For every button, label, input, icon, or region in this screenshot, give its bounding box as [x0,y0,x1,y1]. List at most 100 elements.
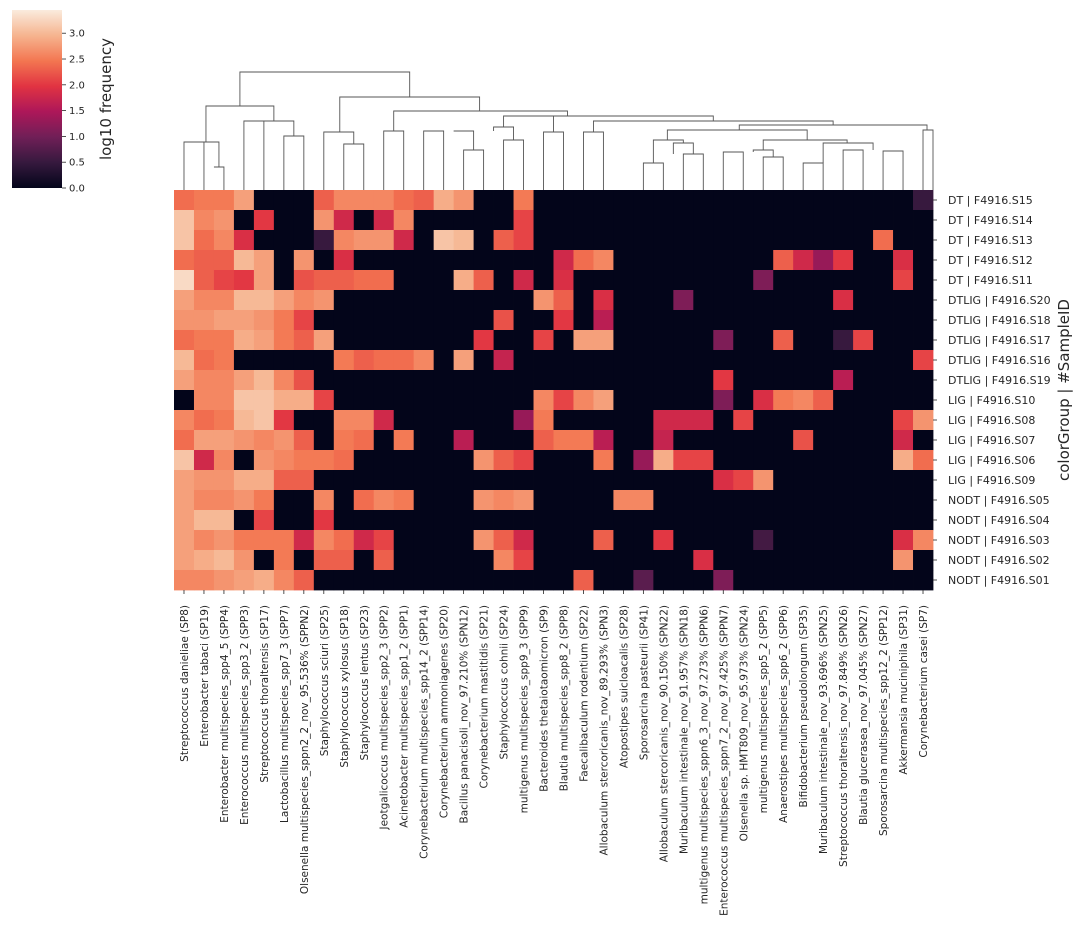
heatmap-cell [253,350,275,371]
heatmap-cell [773,510,794,531]
heatmap-cell [293,530,315,551]
heatmap-cell [293,470,315,491]
heatmap-cell [793,390,814,411]
dendrogram-link [193,141,220,167]
heatmap-cell [593,550,614,571]
heatmap-cell [653,250,674,271]
heatmap-cell [513,430,534,451]
heatmap-cell [233,430,255,451]
heatmap-cell [174,470,195,491]
column-label: Faecalibaculum rodentium (SP22) [578,605,590,782]
heatmap-cell [873,450,894,471]
heatmap-cell [233,450,255,471]
heatmap-cell [313,510,335,531]
heatmap-cell [553,490,574,511]
heatmap-cell [713,430,734,451]
heatmap-cell [773,290,794,311]
heatmap-cell [493,490,514,511]
row-label: DT | F4916.S11 [948,274,1033,287]
heatmap-cell [333,490,355,511]
heatmap-cell [853,470,874,491]
heatmap-cell [573,470,594,491]
heatmap-cell [433,190,455,211]
heatmap-cell [313,350,335,371]
heatmap-cell [793,510,814,531]
heatmap-cell [913,290,934,311]
heatmap-cell [433,350,455,371]
heatmap-cell [813,550,834,571]
heatmap-cell [453,310,474,331]
heatmap-cell [333,330,355,351]
heatmap-cell [573,410,594,431]
heatmap-cell [333,430,355,451]
dendrogram-link [213,166,225,190]
heatmap-cell [193,310,215,331]
heatmap-cell [693,410,714,431]
heatmap-cell [693,450,714,471]
heatmap-cell [873,350,894,371]
column-label: Staphylococcus sciuri (SP25) [319,605,331,756]
dendrogram-link [682,153,704,190]
heatmap-cell [573,350,594,371]
row-label: DTLIG | F4916.S20 [948,294,1051,307]
heatmap-cell [893,410,914,431]
heatmap-cell [613,530,634,551]
heatmap-cell [613,490,634,511]
heatmap-cell [533,450,554,471]
heatmap-cell [293,230,315,251]
heatmap-cell [733,550,754,571]
heatmap-cell [433,410,455,431]
dendrogram-link [543,131,564,190]
heatmap-cell [593,290,614,311]
heatmap-cell [533,550,554,571]
heatmap-cell [833,230,854,251]
heatmap-cell [753,450,774,471]
heatmap-cell [273,330,295,351]
heatmap-cell [773,490,794,511]
row-label: LIG | F4916.S09 [948,474,1035,487]
heatmap-cell [373,330,395,351]
row-label: DT | F4916.S12 [948,254,1033,267]
heatmap-cell [913,350,934,371]
heatmap-cell [513,350,534,371]
heatmap-cell [393,310,415,331]
heatmap-cell [453,410,474,431]
heatmap-cell [353,350,375,371]
heatmap-cell [273,530,295,551]
heatmap-cell [813,410,834,431]
heatmap-cell [873,210,894,231]
heatmap-cell [633,430,654,451]
heatmap-cell [493,190,514,211]
heatmap-cell [653,390,674,411]
row-label: DTLIG | F4916.S18 [948,314,1051,327]
heatmap-cell [453,370,474,391]
heatmap-cell [413,510,435,531]
heatmap-cell [473,470,494,491]
heatmap-cell [913,550,934,571]
heatmap-cell [453,330,474,351]
heatmap-cell [273,430,295,451]
heatmap-cell [893,290,914,311]
heatmap-cell [733,530,754,551]
heatmap-cell [853,530,874,551]
heatmap-cell [753,410,774,431]
heatmap-cell [553,290,574,311]
heatmap-cell [333,470,355,491]
heatmap-cell [293,550,315,571]
heatmap-cell [813,490,834,511]
dendrogram-link [842,149,864,190]
heatmap-cell [753,530,774,551]
heatmap-cell [193,470,215,491]
heatmap-cell [253,530,275,551]
heatmap-cell [553,370,574,391]
heatmap-cell [213,570,235,591]
heatmap-cell [393,530,415,551]
heatmap-cell [873,190,894,211]
heatmap-cell [413,250,435,271]
heatmap-cell [873,470,894,491]
dendrogram-link [243,120,265,190]
column-label: Streptococcus thoraltensis_nov_97.849% (… [838,605,850,867]
heatmap-cell [593,350,614,371]
heatmap-cell [273,350,295,371]
heatmap-cell [773,270,794,291]
